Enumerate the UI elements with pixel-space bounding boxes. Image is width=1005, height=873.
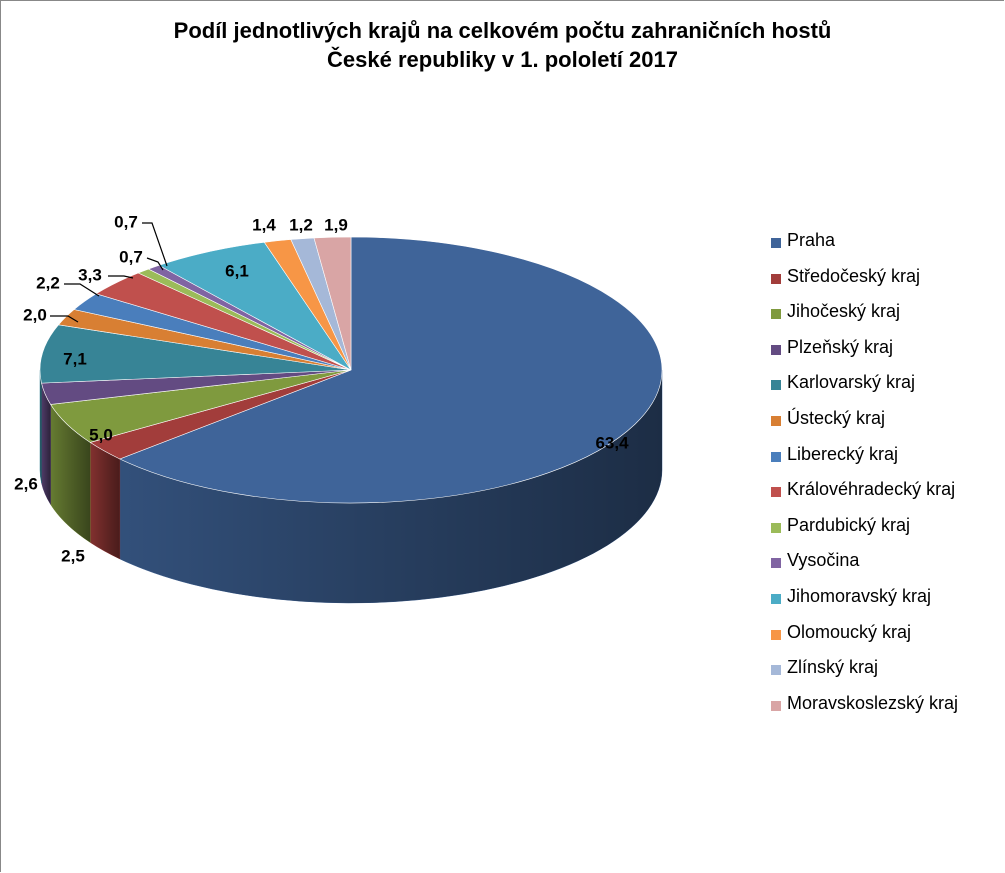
leader-line-liberecky-kraj [64,283,100,297]
legend-swatch [771,238,781,248]
data-label-jihocesky-kraj: 5,0 [89,425,113,444]
data-label-karlovarsky-kraj: 7,1 [63,349,87,368]
data-label-jihomoravsky-kraj: 6,1 [225,261,249,280]
legend-swatch [771,522,781,533]
legend-swatch [771,665,781,676]
data-label-moravskoslezsky-kraj: 1,9 [324,215,348,234]
pie-side-karlovarsky-kraj [39,369,42,484]
data-labels: 63,4 2,5 5,0 2,6 7,1 2,0 2,2 3,3 0,7 0,7 6,1 1,4 1,2… [14,212,629,565]
legend-swatch [771,629,781,640]
legend-swatch [771,344,781,355]
legend-swatch [771,380,781,391]
legend-swatch [771,487,781,498]
legend-label: Středočeský kraj [787,265,921,286]
leader-line-pardubicky-kraj [146,257,164,271]
pie-slice-moravskoslezsky-kraj [313,236,352,371]
data-label-stredocesky-kraj: 2,5 [61,546,85,565]
data-label-zlinsky-kraj: 1,2 [289,215,313,234]
leader-lines [50,222,168,323]
pie-side-stredocesky-kraj [89,441,121,560]
leader-line-vysocina [142,222,168,267]
legend-label: Ústecký kraj [787,407,886,428]
leader-line-ustecky-kraj [50,315,79,323]
legend-label: Plzeňský kraj [787,336,894,357]
legend-label: Jihomoravský kraj [787,585,932,606]
legend-label: Vysočina [787,550,860,571]
pie-slice-jihomoravsky-kraj [158,241,352,371]
pie-slice-karlovarsky-kraj [39,324,352,384]
legend-label: Jihočeský kraj [787,301,901,322]
pie-slice-praha [119,236,663,504]
leader-line-kralovehradecky-kraj [108,275,134,279]
legend-swatch [771,309,781,320]
legend-swatch [771,273,781,284]
pie-slices [39,236,663,504]
data-label-pardubicky-kraj: 0,7 [119,247,143,266]
legend-swatch [771,700,781,711]
legend-label: Pardubický kraj [787,514,911,535]
legend-swatch [771,593,781,604]
pie-side-plzensky-kraj [41,383,51,506]
chart-title-line-2: České republiky v 1. pololetí 2017 [327,47,678,72]
legend-swatch [771,451,781,462]
chart-title-line-1: Podíl jednotlivých krajů na celkovém poč… [173,18,832,43]
data-label-ustecky-kraj: 2,0 [23,305,47,324]
legend-label: Liberecký kraj [787,443,899,464]
data-label-praha: 63,4 [595,433,629,452]
legend-label: Královéhradecký kraj [787,479,956,500]
data-label-vysocina: 0,7 [114,212,138,231]
legend-label: Moravskoslezský kraj [787,692,959,713]
chart-title: Podíl jednotlivých krajů na celkovém poč… [0,16,1005,74]
legend-swatch [771,558,781,569]
legend-label: Karlovarský kraj [787,372,916,393]
data-label-kralovehradecky-kraj: 3,3 [78,265,102,284]
legend-swatch [771,415,781,426]
pie-side-jihocesky-kraj [50,403,91,543]
legend-label: Zlínský kraj [787,657,879,678]
data-label-plzensky-kraj: 2,6 [14,474,38,493]
data-label-olomoucky-kraj: 1,4 [252,215,276,234]
legend-label: Olomoucký kraj [787,621,912,642]
legend-label: Praha [787,230,836,250]
data-label-liberecky-kraj: 2,2 [36,273,60,292]
pie-sides [39,369,663,604]
